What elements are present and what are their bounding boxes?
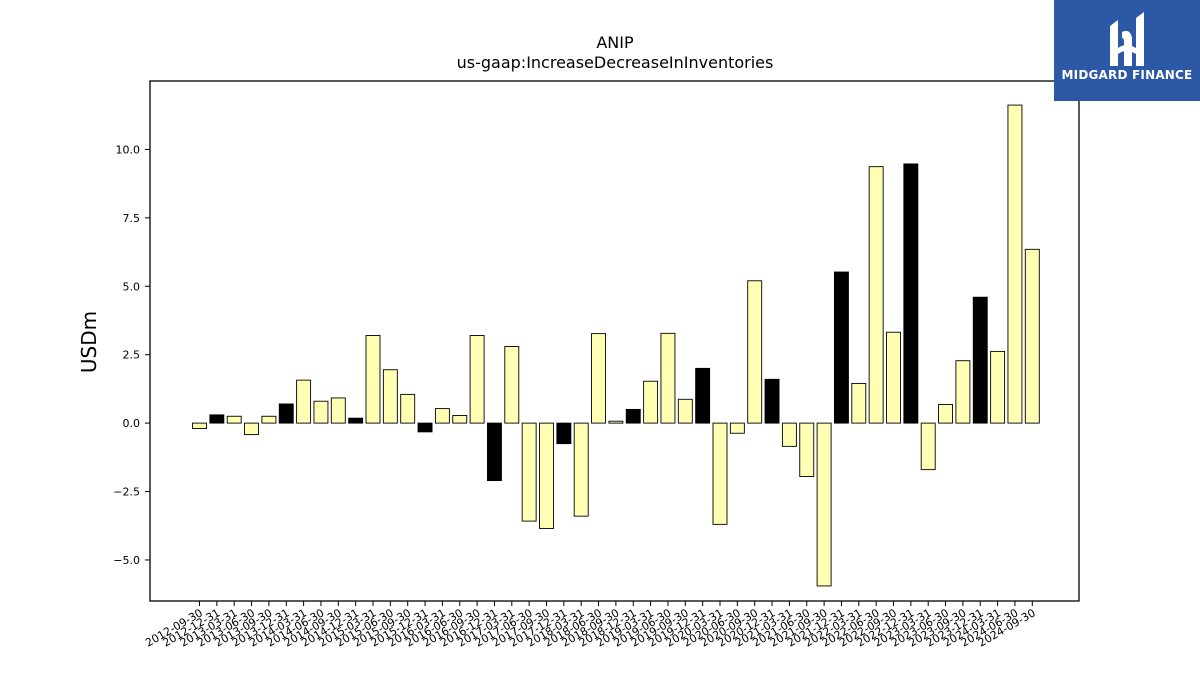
bar-2014-03-31 [296,379,312,424]
bar-2018-06-30 [591,333,606,424]
bar-2014-06-30 [313,400,329,424]
bar-2018-03-31 [573,422,589,517]
bar-2024-03-31 [990,350,1006,424]
chart-subtitle: us-gaap:IncreaseDecreaseInInventories [457,53,774,72]
bar-2020-03-31 [712,422,728,525]
bar-2022-12-31 [903,163,919,424]
bar-2017-06-30 [521,422,537,522]
bar-2022-03-31 [851,382,867,424]
bar-2018-12-31 [625,408,641,424]
y-tick-label: −5.0 [113,554,140,567]
bar-2012-09-30 [192,422,207,430]
bar-2023-12-31 [972,296,988,424]
y-tick-label: 2.5 [123,349,141,362]
bar-2023-06-30 [938,404,953,424]
y-tick-label: 7.5 [123,212,141,225]
bar-2016-03-31 [434,408,450,424]
bar-2013-12-31 [278,403,294,424]
bar-2021-06-30 [799,422,815,477]
midgard-logo-icon [1110,12,1144,66]
bar-2019-06-30 [660,332,676,424]
bar-2016-12-31 [487,422,502,482]
bar-2019-09-30 [677,398,693,424]
bar-2021-09-30 [816,422,832,587]
bar-2017-12-31 [556,422,572,445]
bar-2016-06-30 [452,414,468,424]
chart-title: ANIP [596,33,634,52]
bar-2021-12-31 [834,271,849,424]
bar-2015-09-30 [400,393,416,424]
bar-2013-06-30 [244,422,260,436]
bar-2020-12-31 [764,378,780,424]
bar-2020-09-30 [747,280,763,424]
bar-2017-09-30 [539,422,554,529]
y-tick-label: 10.0 [116,143,141,156]
bar-2018-09-30 [608,420,624,424]
bar-2013-03-31 [226,415,242,424]
bar-2015-03-31 [365,335,381,424]
y-ticks-group: −5.0 −2.5 0.0 2.5 5.0 7.5 10.0 [113,143,150,567]
bar-2019-03-31 [643,380,659,424]
midgard-finance-logo: MIDGARD FINANCE [1054,0,1200,101]
bar-2015-06-30 [382,369,398,424]
x-ticks-group: 2012-09-302012-12-312013-03-312013-06-30… [143,601,1038,650]
y-tick-label: −2.5 [113,486,140,499]
bar-2023-09-30 [955,360,971,424]
bar-2014-12-31 [348,417,364,424]
bar-2024-09-30 [1024,248,1040,424]
bar-2017-03-31 [504,346,520,424]
bar-2022-06-30 [868,166,884,424]
bar-2020-06-30 [729,422,745,434]
bar-2024-06-30 [1007,104,1023,424]
logo-text: MIDGARD FINANCE [1061,68,1193,82]
y-tick-label: 0.0 [123,417,141,430]
bar-2021-03-31 [781,422,797,447]
bar-2015-12-31 [417,422,433,433]
bar-2013-09-30 [261,415,277,424]
plot-frame [149,80,1080,602]
bar-2016-09-30 [469,335,485,424]
bar-2023-03-31 [920,422,936,471]
bar-2022-09-30 [886,331,901,424]
y-tick-label: 5.0 [123,280,141,293]
y-axis-label: USDm [77,311,101,373]
bar-2014-09-30 [330,397,346,424]
bars-group [192,104,1040,587]
bar-2012-12-31 [209,414,225,424]
bar-2019-12-31 [695,367,711,424]
